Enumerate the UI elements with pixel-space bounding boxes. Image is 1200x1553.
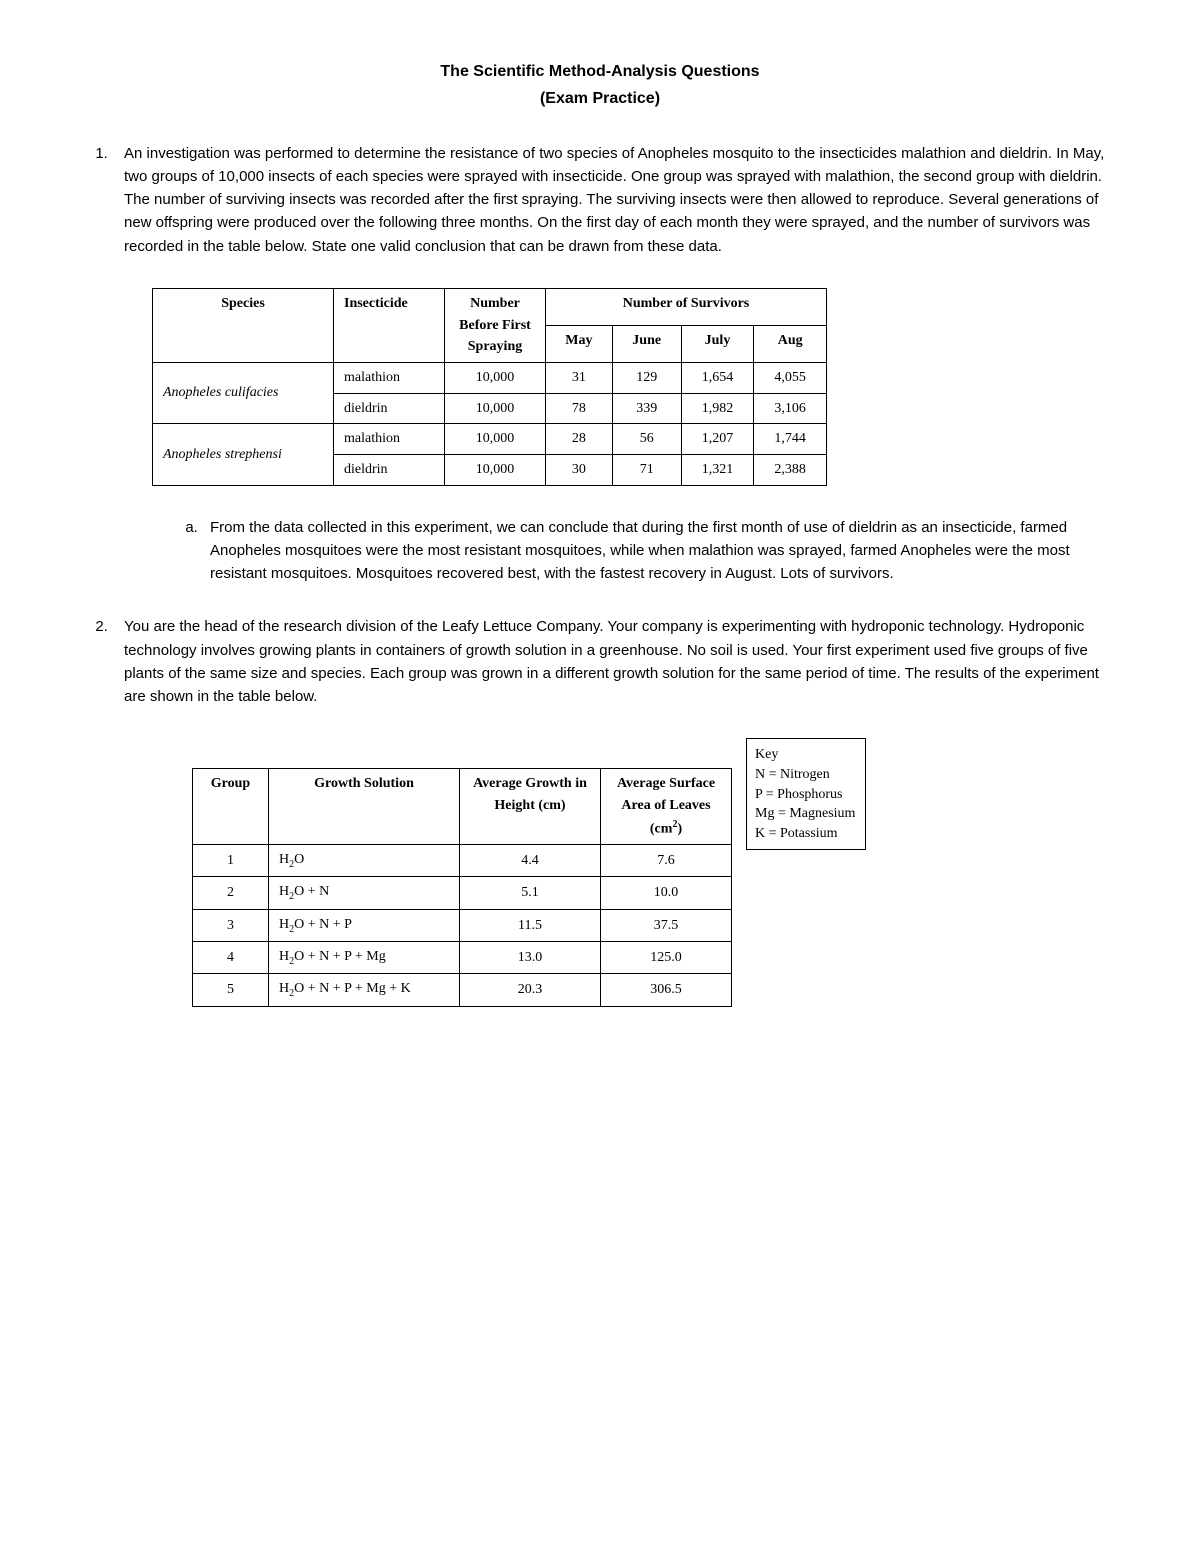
question-list: An investigation was performed to determ… xyxy=(90,142,1110,1037)
table-row: 1 H2O 4.4 7.6 xyxy=(193,845,732,877)
cell: dieldrin xyxy=(334,454,445,485)
page-subtitle: (Exam Practice) xyxy=(90,87,1110,112)
cell: 1,207 xyxy=(681,424,754,455)
cell-species: Anopheles culifacies xyxy=(153,362,334,423)
cell: 3,106 xyxy=(754,393,827,424)
cell: H2O + N + P + Mg xyxy=(269,942,460,974)
cell: 2,388 xyxy=(754,454,827,485)
th-area: Average Surface Area of Leaves(cm2) xyxy=(601,769,732,845)
table-row: 5 H2O + N + P + Mg + K 20.3 306.5 xyxy=(193,974,732,1006)
cell: 306.5 xyxy=(601,974,732,1006)
page-title: The Scientific Method-Analysis Questions xyxy=(90,60,1110,85)
answer-list: From the data collected in this experime… xyxy=(202,516,1110,586)
cell: 56 xyxy=(612,424,681,455)
cell: 2 xyxy=(193,877,269,909)
th-before: Number Before First Spraying xyxy=(445,288,546,362)
answer-1a: From the data collected in this experime… xyxy=(202,516,1110,586)
cell-species: Anopheles strephensi xyxy=(153,424,334,485)
table-row: 3 H2O + N + P 11.5 37.5 xyxy=(193,909,732,941)
cell: 28 xyxy=(546,424,613,455)
cell: 5.1 xyxy=(460,877,601,909)
cell: 1 xyxy=(193,845,269,877)
key-n: N = Nitrogen xyxy=(755,765,855,785)
question-2-text: You are the head of the research divisio… xyxy=(112,615,1110,708)
question-1: An investigation was performed to determ… xyxy=(112,142,1110,586)
cell: 37.5 xyxy=(601,909,732,941)
cell: 1,744 xyxy=(754,424,827,455)
key-box: Key N = Nitrogen P = Phosphorus Mg = Mag… xyxy=(746,738,866,850)
cell: H2O xyxy=(269,845,460,877)
cell: 20.3 xyxy=(460,974,601,1006)
cell: 125.0 xyxy=(601,942,732,974)
cell: 4.4 xyxy=(460,845,601,877)
th-species: Species xyxy=(153,288,334,362)
th-height: Average Growth in Height (cm) xyxy=(460,769,601,845)
th-aug: Aug xyxy=(754,325,827,362)
cell: 71 xyxy=(612,454,681,485)
cell: 1,321 xyxy=(681,454,754,485)
cell: 339 xyxy=(612,393,681,424)
table-row: Anopheles strephensi malathion 10,000 28… xyxy=(153,424,827,455)
cell: 78 xyxy=(546,393,613,424)
cell: 31 xyxy=(546,362,613,393)
cell: 129 xyxy=(612,362,681,393)
cell: H2O + N + P + Mg + K xyxy=(269,974,460,1006)
cell: 11.5 xyxy=(460,909,601,941)
cell: malathion xyxy=(334,362,445,393)
cell: H2O + N + P xyxy=(269,909,460,941)
cell: dieldrin xyxy=(334,393,445,424)
cell: 13.0 xyxy=(460,942,601,974)
key-p: P = Phosphorus xyxy=(755,785,855,805)
table-row: Anopheles culifacies malathion 10,000 31… xyxy=(153,362,827,393)
question-2: You are the head of the research divisio… xyxy=(112,615,1110,1036)
cell: malathion xyxy=(334,424,445,455)
key-k: K = Potassium xyxy=(755,824,855,844)
cell: 1,982 xyxy=(681,393,754,424)
cell: 5 xyxy=(193,974,269,1006)
th-july: July xyxy=(681,325,754,362)
cell: 3 xyxy=(193,909,269,941)
table-row: 2 H2O + N 5.1 10.0 xyxy=(193,877,732,909)
cell: 7.6 xyxy=(601,845,732,877)
cell: 10,000 xyxy=(445,454,546,485)
cell: 10,000 xyxy=(445,393,546,424)
th-insecticide: Insecticide xyxy=(334,288,445,362)
cell: 4 xyxy=(193,942,269,974)
th-group: Group xyxy=(193,769,269,845)
cell: H2O + N xyxy=(269,877,460,909)
table-2: Group Growth Solution Average Growth in … xyxy=(192,768,732,1006)
table-1: Species Insecticide Number Before First … xyxy=(152,288,827,486)
th-may: May xyxy=(546,325,613,362)
table-row: 4 H2O + N + P + Mg 13.0 125.0 xyxy=(193,942,732,974)
question-1-text: An investigation was performed to determ… xyxy=(112,142,1110,258)
th-survivors: Number of Survivors xyxy=(546,288,827,325)
cell: 30 xyxy=(546,454,613,485)
key-title: Key xyxy=(755,745,855,765)
th-june: June xyxy=(612,325,681,362)
th-solution: Growth Solution xyxy=(269,769,460,845)
cell: 4,055 xyxy=(754,362,827,393)
cell: 10.0 xyxy=(601,877,732,909)
cell: 10,000 xyxy=(445,424,546,455)
cell: 1,654 xyxy=(681,362,754,393)
key-mg: Mg = Magnesium xyxy=(755,804,855,824)
cell: 10,000 xyxy=(445,362,546,393)
